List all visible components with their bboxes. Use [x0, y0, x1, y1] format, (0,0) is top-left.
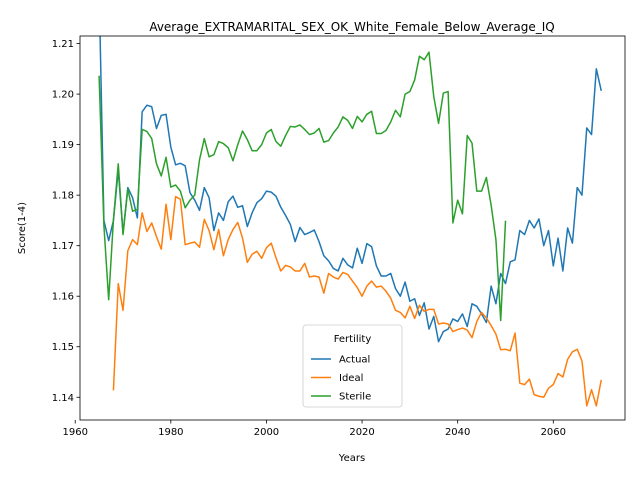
legend-box	[302, 324, 403, 408]
y-tick-label: 1.18	[52, 191, 74, 202]
y-tick-label: 1.19	[52, 140, 74, 151]
x-tick-label: 2040	[445, 427, 470, 438]
x-tick-label: 1960	[62, 427, 87, 438]
x-tick-label: 2020	[349, 427, 374, 438]
y-tick-label: 1.14	[52, 393, 74, 404]
legend-label-ideal: Ideal	[339, 373, 363, 384]
y-axis-label: Score(1-4)	[17, 202, 28, 254]
y-tick-label: 1.16	[52, 292, 74, 303]
x-axis: 1960 1980 2000 2020 2040 2060	[62, 420, 566, 438]
y-axis: 1.14 1.15 1.16 1.17 1.18 1.19 1.20 1.21	[52, 39, 80, 404]
legend-title: Fertility	[334, 334, 372, 345]
plot-area-frame	[79, 35, 626, 421]
legend-label-actual: Actual	[339, 355, 370, 366]
y-tick-label: 1.20	[52, 90, 74, 101]
x-axis-label: Years	[338, 453, 365, 464]
series-layer	[98, 36, 602, 407]
chart-title: Average_EXTRAMARITAL_SEX_OK_White_Female…	[149, 20, 554, 34]
series-line-actual	[99, 36, 602, 343]
x-tick-label: 2000	[254, 427, 279, 438]
x-tick-label: 2060	[541, 427, 566, 438]
series-line-ideal	[112, 195, 602, 407]
y-tick-label: 1.15	[52, 342, 74, 353]
legend-items: Actual Ideal Sterile	[311, 355, 371, 403]
legend-label-sterile: Sterile	[339, 392, 371, 403]
y-tick-label: 1.21	[52, 39, 74, 50]
series-line-sterile	[98, 51, 507, 322]
y-tick-label: 1.17	[52, 241, 74, 252]
legend: Fertility Actual Ideal Sterile	[302, 324, 403, 408]
x-tick-label: 1980	[158, 427, 183, 438]
